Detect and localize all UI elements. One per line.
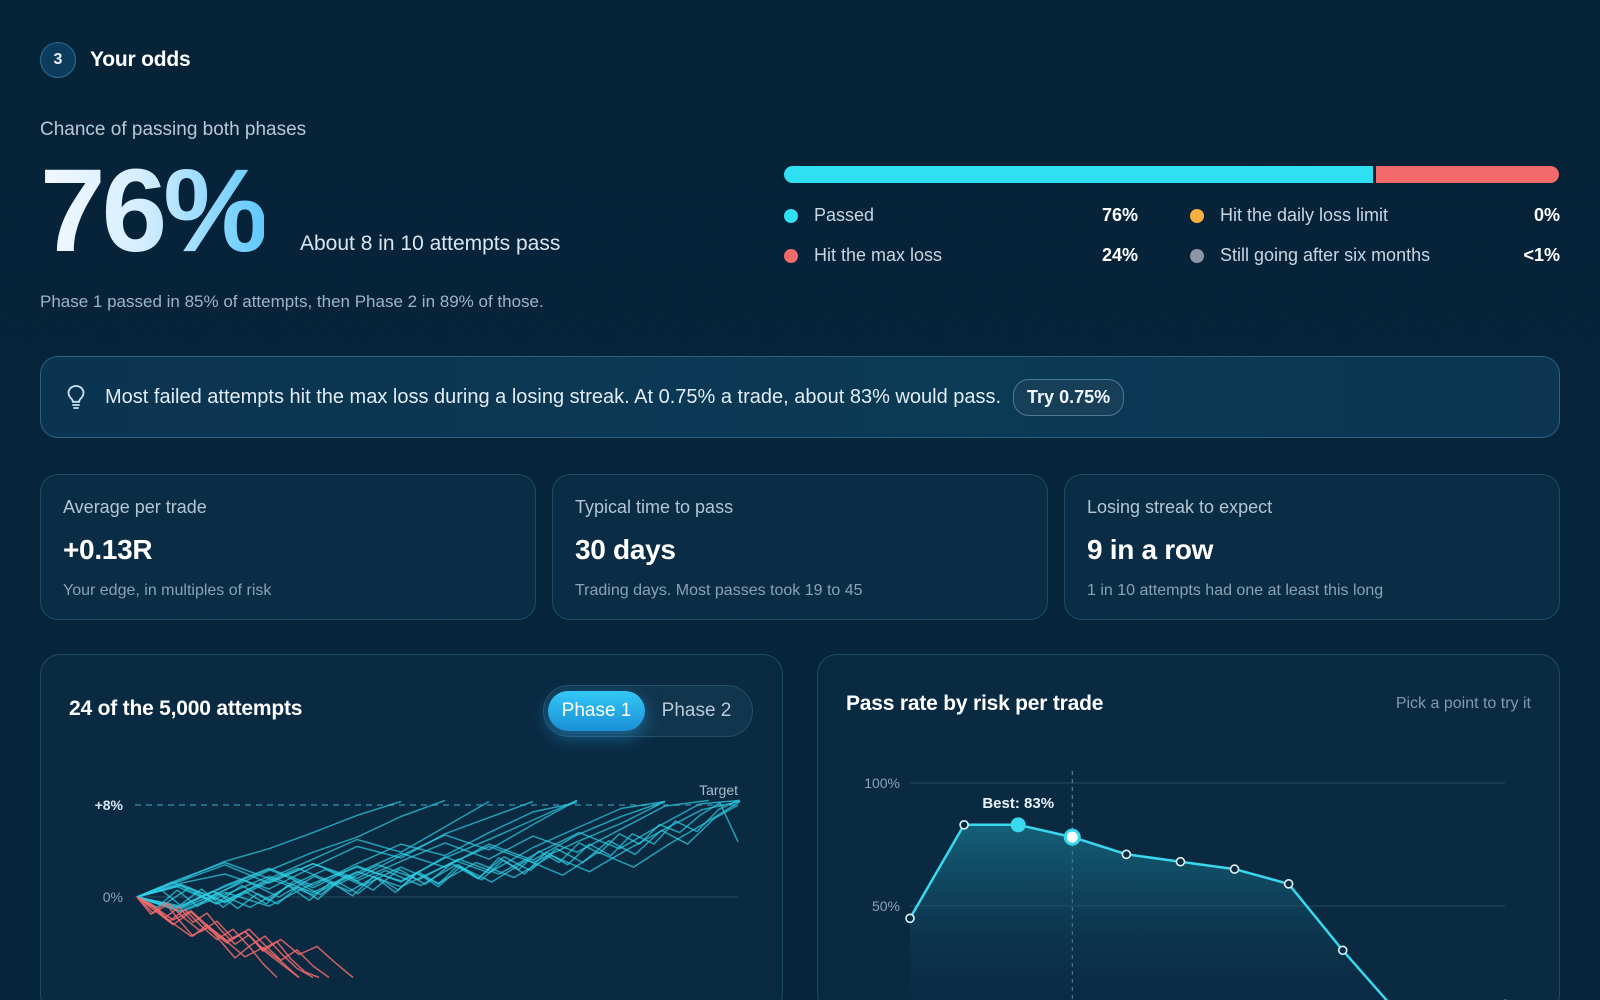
stat-label: Average per trade <box>63 497 207 517</box>
risk-chart: 100% 50% Best: 83% <box>864 771 1507 1000</box>
risk-point[interactable] <box>1121 849 1132 860</box>
stat-card-losing-streak: Losing streak to expect 9 in a row 1 in … <box>1064 474 1560 620</box>
legend-label: Passed <box>814 205 875 225</box>
passed-attempt-path <box>136 799 446 910</box>
passed-attempt-path <box>136 799 578 898</box>
legend-dot <box>1190 208 1204 223</box>
stat-value: 30 days <box>575 534 676 565</box>
best-annotation: Best: 83% <box>982 795 1054 812</box>
outcome-bar-failed <box>1376 166 1559 183</box>
passed-attempt-path <box>136 800 666 907</box>
step-header: 3 Your odds <box>40 42 191 78</box>
risk-point[interactable] <box>959 820 969 830</box>
pass-chance-percent: 76% <box>40 145 268 277</box>
legend-value: 24% <box>1101 245 1138 265</box>
legend-item-still-going: Still going after six months <1% <box>1156 245 1560 266</box>
stat-subtext: Your edge, in multiples of risk <box>63 582 272 599</box>
outcome-bar-passed <box>784 166 1373 183</box>
best-risk-point[interactable] <box>1010 817 1026 833</box>
outcome-bar-divider <box>1373 166 1376 183</box>
attempts-panel: 24 of the 5,000 attempts Phase 1 Phase 2… <box>40 654 783 1000</box>
legend-dot <box>784 208 798 223</box>
pass-rate-line <box>908 823 1389 1000</box>
target-annotation: Target <box>699 782 738 798</box>
risk-point[interactable] <box>1283 879 1294 889</box>
legend-item-daily-loss: Hit the daily loss limit 0% <box>1156 205 1560 226</box>
try-risk-button[interactable]: Try 0.75% <box>1013 378 1125 416</box>
passed-attempt-path <box>136 799 739 909</box>
stat-value: +0.13R <box>63 534 153 565</box>
phase-toggle: Phase 1 Phase 2 <box>543 685 753 737</box>
tick-label-target: +8% <box>95 797 124 813</box>
legend-value: <1% <box>1523 245 1560 265</box>
step-title: Your odds <box>90 48 191 71</box>
tick-label-100: 100% <box>864 775 900 791</box>
insight-text: Most failed attempts hit the max loss du… <box>105 385 1002 408</box>
stat-card-time-to-pass: Typical time to pass 30 days Trading day… <box>552 474 1048 620</box>
passed-attempt-path <box>136 800 741 910</box>
step-number-badge: 3 <box>40 42 76 78</box>
passed-attempt-path <box>136 800 534 898</box>
pass-rate-area <box>910 824 1387 1000</box>
pass-chance-about: About 8 in 10 attempts pass <box>300 232 561 255</box>
risk-point[interactable] <box>1175 856 1186 867</box>
lightbulb-icon <box>67 385 85 409</box>
legend-label: Hit the max loss <box>814 245 943 265</box>
failed-attempt-path <box>136 896 354 979</box>
passed-attempt-path <box>136 800 402 898</box>
tab-phase-2[interactable]: Phase 2 <box>661 700 732 721</box>
risk-panel: Pass rate by risk per trade Pick a point… <box>817 654 1560 1000</box>
pass-chance-label: Chance of passing both phases <box>40 119 307 140</box>
insight-banner: Most failed attempts hit the max loss du… <box>40 356 1560 438</box>
risk-point[interactable] <box>1229 864 1240 874</box>
attempts-panel-title: 24 of the 5,000 attempts <box>69 697 303 720</box>
failed-attempt-path <box>136 896 320 979</box>
legend-item-passed: Passed 76% <box>784 205 1156 226</box>
stat-subtext: Trading days. Most passes took 19 to 45 <box>575 582 863 599</box>
passed-attempt-path <box>136 800 666 903</box>
passed-attempt-path <box>136 804 739 906</box>
legend-value: 76% <box>1101 205 1138 225</box>
risk-panel-title: Pass rate by risk per trade <box>846 692 1104 715</box>
passed-attempt-path <box>136 800 741 901</box>
risk-panel-hint: Pick a point to try it <box>1395 695 1531 712</box>
outcome-bar <box>784 166 1559 183</box>
legend-label: Hit the daily loss limit <box>1220 205 1389 225</box>
tab-phase-1[interactable]: Phase 1 <box>548 691 646 731</box>
legend-item-max-loss: Hit the max loss 24% <box>784 245 1156 266</box>
passed-attempt-path <box>136 801 739 910</box>
tick-label-50: 50% <box>872 898 900 914</box>
tick-label-zero: 0% <box>103 889 123 905</box>
selected-risk-point[interactable] <box>1063 828 1081 846</box>
attempts-chart: +8% 0% Target <box>95 782 741 979</box>
stat-card-average-per-trade: Average per trade +0.13R Your edge, in m… <box>40 474 536 620</box>
legend-dot <box>1190 248 1204 263</box>
outcome-legend: Passed 76% Hit the daily loss limit 0% H… <box>784 205 1560 266</box>
legend-dot <box>784 248 798 263</box>
legend-value: 0% <box>1533 205 1560 225</box>
stat-value: 9 in a row <box>1087 534 1214 565</box>
legend-label: Still going after six months <box>1220 245 1431 265</box>
risk-point[interactable] <box>905 913 915 924</box>
stat-label: Losing streak to expect <box>1087 497 1273 517</box>
passed-attempt-path <box>136 800 490 898</box>
phase-breakdown-note: Phase 1 passed in 85% of attempts, then … <box>40 292 544 311</box>
risk-point[interactable] <box>1337 945 1348 956</box>
stat-subtext: 1 in 10 attempts had one at least this l… <box>1087 582 1384 599</box>
stat-label: Typical time to pass <box>575 497 734 517</box>
